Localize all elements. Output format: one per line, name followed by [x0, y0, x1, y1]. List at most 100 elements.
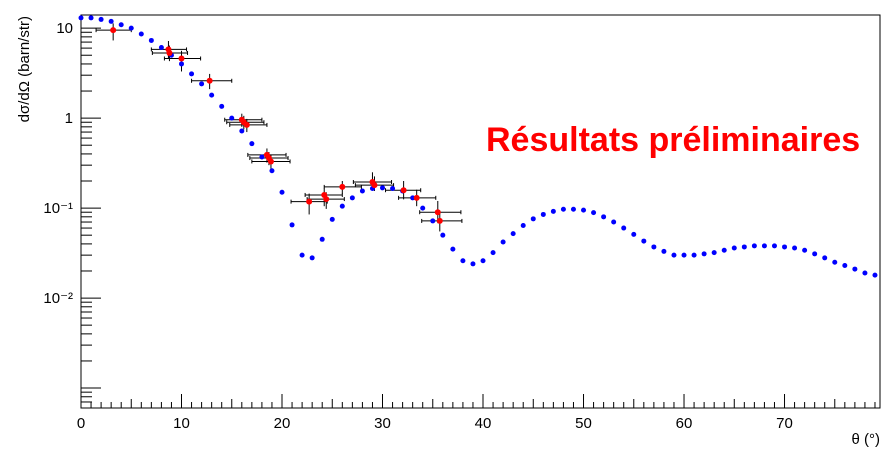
- theory-point: [490, 250, 496, 256]
- theory-point: [641, 238, 647, 244]
- y-axis: 10 1 10⁻¹ 10⁻²: [43, 20, 101, 409]
- theory-point: [309, 255, 315, 261]
- x-tick-label: 50: [575, 415, 592, 432]
- theory-point: [98, 16, 104, 22]
- theory-point: [852, 266, 858, 272]
- theory-point: [822, 255, 828, 261]
- data-point: [206, 77, 213, 84]
- theory-point: [158, 44, 164, 50]
- theory-point: [450, 246, 456, 252]
- theory-point: [550, 208, 556, 214]
- theory-point: [78, 15, 84, 21]
- y-tick-label: 1: [65, 110, 73, 127]
- theory-point: [148, 37, 154, 43]
- data-point: [110, 27, 117, 34]
- theory-point: [329, 216, 335, 222]
- theory-point: [570, 206, 576, 212]
- theory-point: [209, 92, 215, 98]
- theory-point: [259, 154, 265, 160]
- y-axis-title: dσ/dΩ (barn/str): [16, 16, 33, 122]
- theory-point: [520, 223, 526, 229]
- x-tick-label: 10: [173, 415, 190, 432]
- y-tick-label: 10: [56, 20, 73, 37]
- data-point: [371, 182, 378, 189]
- data-point: [413, 194, 420, 201]
- theory-point: [782, 244, 788, 250]
- y-tick-label: 10⁻²: [43, 290, 73, 307]
- data-points: [110, 27, 443, 224]
- theory-point: [601, 214, 607, 220]
- theory-point: [812, 251, 818, 257]
- theory-point: [661, 248, 667, 254]
- theory-point: [390, 186, 396, 192]
- data-point: [267, 158, 274, 165]
- theory-point: [621, 225, 627, 231]
- x-tick-label: 0: [77, 415, 85, 432]
- data-point: [434, 209, 441, 216]
- data-point: [436, 217, 443, 224]
- theory-point: [440, 232, 446, 238]
- x-axis: 0 10 20 30 40 50 60 70: [77, 394, 876, 432]
- theory-point: [872, 272, 878, 278]
- data-point: [339, 183, 346, 190]
- data-point: [178, 55, 185, 62]
- theory-point: [138, 31, 144, 37]
- theory-point: [430, 218, 436, 224]
- theory-point: [611, 219, 617, 225]
- theory-point: [229, 115, 235, 121]
- theory-point: [711, 250, 717, 256]
- theory-point: [792, 245, 798, 251]
- theory-point: [480, 258, 486, 264]
- x-tick-label: 60: [676, 415, 693, 432]
- theory-point: [189, 71, 195, 77]
- theory-point: [339, 203, 345, 209]
- x-axis-title: θ (°): [852, 431, 881, 448]
- theory-point: [540, 211, 546, 217]
- theory-point: [279, 189, 285, 195]
- theory-point: [591, 210, 597, 216]
- y-tick-label: 10⁻¹: [43, 200, 73, 217]
- theory-point: [751, 243, 757, 249]
- theory-point: [380, 185, 386, 191]
- theory-point: [691, 252, 697, 258]
- theory-point: [842, 263, 848, 269]
- error-bars: [95, 23, 463, 232]
- theory-point: [500, 239, 506, 245]
- theory-point: [319, 236, 325, 242]
- theory-point: [581, 207, 587, 213]
- theory-point: [179, 61, 185, 67]
- theory-point: [249, 141, 255, 147]
- theory-point: [802, 247, 808, 253]
- theory-point: [269, 168, 275, 174]
- theory-point: [651, 244, 657, 250]
- theory-point: [349, 195, 355, 201]
- data-point: [306, 198, 313, 205]
- theory-point: [701, 251, 707, 257]
- theory-point: [771, 243, 777, 249]
- theory-point: [359, 188, 365, 194]
- theory-point: [671, 252, 677, 258]
- theory-point: [128, 25, 134, 31]
- x-tick-label: 70: [776, 415, 793, 432]
- theory-point: [460, 258, 466, 264]
- theory-point: [219, 103, 225, 109]
- theory-point: [721, 247, 727, 253]
- theory-point: [88, 15, 94, 21]
- theory-point: [560, 206, 566, 212]
- theory-point: [510, 231, 516, 237]
- plot-frame: [80, 14, 881, 409]
- theory-point: [199, 81, 205, 87]
- theory-point: [862, 270, 868, 276]
- theory-point: [420, 205, 426, 211]
- theory-point: [410, 195, 416, 201]
- theory-point: [530, 216, 536, 222]
- theory-point: [289, 222, 295, 228]
- data-point: [323, 196, 330, 203]
- theory-point: [631, 231, 637, 237]
- theory-point: [299, 252, 305, 258]
- theory-point: [108, 18, 114, 24]
- theory-point: [741, 244, 747, 250]
- data-point: [400, 187, 407, 194]
- chart-annotation: Résultats préliminaires: [486, 121, 860, 159]
